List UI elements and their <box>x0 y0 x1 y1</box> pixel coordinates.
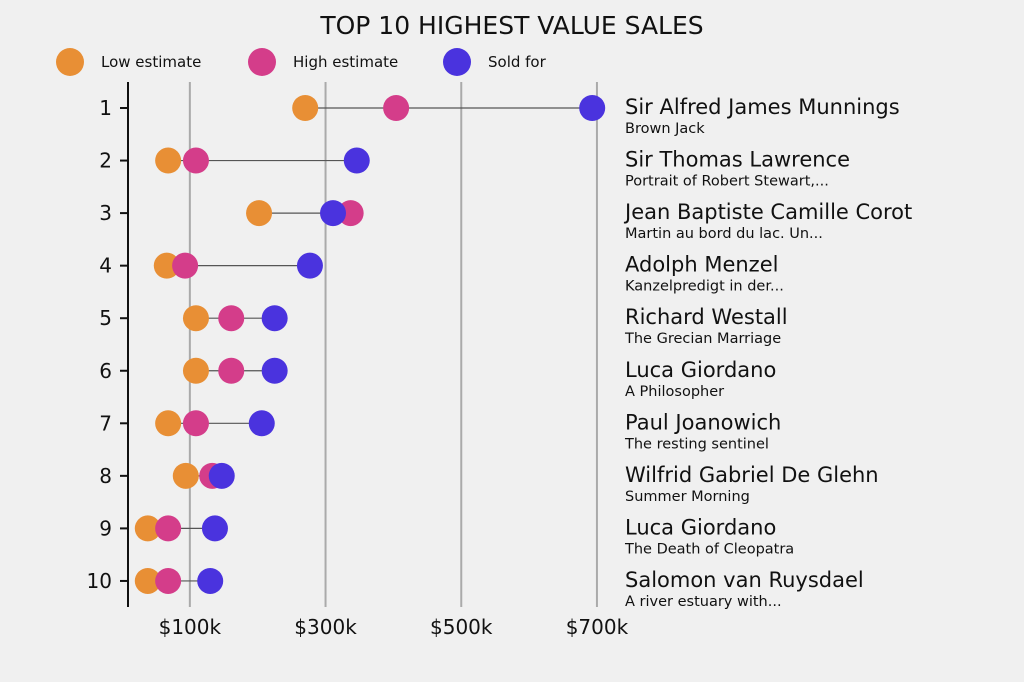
artist-name: Sir Thomas Lawrence <box>625 148 850 172</box>
artist-name: Salomon van Ruysdael <box>625 568 864 592</box>
artwork-title: The resting sentinel <box>624 436 769 452</box>
rows: 1 Sir Alfred James Munnings Brown Jack 2 Sir… <box>87 95 912 610</box>
rank-label: 2 <box>99 149 112 173</box>
rank-label: 3 <box>99 201 112 225</box>
legend-label: Sold for <box>488 53 547 71</box>
legend-marker <box>443 48 471 76</box>
row: 1 Sir Alfred James Munnings Brown Jack <box>99 95 900 137</box>
artwork-title: Martin au bord du lac. Un... <box>625 226 823 242</box>
high-point <box>172 252 199 279</box>
rank-label: 1 <box>99 96 112 120</box>
low-point <box>172 462 199 489</box>
low-point <box>155 410 182 437</box>
rank-label: 7 <box>99 411 112 435</box>
artist-name: Jean Baptiste Camille Corot <box>623 200 912 224</box>
sold-point <box>296 252 323 279</box>
legend: Low estimate High estimate Sold for <box>56 48 547 76</box>
artist-name: Wilfrid Gabriel De Glehn <box>625 463 879 487</box>
artist-name: Luca Giordano <box>625 358 776 382</box>
artwork-title: Summer Morning <box>625 489 750 505</box>
rank-label: 10 <box>87 569 112 593</box>
row: 3 Jean Baptiste Camille Corot Martin au bo… <box>99 200 912 242</box>
low-point <box>134 567 161 594</box>
row: 5 Richard Westall The Grecian Marriage <box>99 305 788 347</box>
rank-label: 5 <box>99 306 112 330</box>
artist-name: Richard Westall <box>625 305 788 329</box>
low-point <box>246 200 273 227</box>
high-point <box>383 95 410 121</box>
high-point <box>218 305 245 332</box>
artwork-title: Portrait of Robert Stewart,... <box>625 174 829 190</box>
x-tick-label: $700k <box>566 615 629 639</box>
artwork-title: The Death of Cleopatra <box>624 541 794 557</box>
low-point <box>153 252 180 279</box>
chart-title: TOP 10 HIGHEST VALUE SALES <box>319 11 703 40</box>
sold-point <box>201 515 228 542</box>
sold-point <box>261 305 288 332</box>
sold-point <box>261 357 288 384</box>
low-point <box>134 515 161 542</box>
high-point <box>218 357 245 384</box>
high-point <box>155 567 182 594</box>
sold-point <box>197 567 224 594</box>
artwork-title: A Philosopher <box>625 384 724 400</box>
high-point <box>155 515 182 542</box>
rank-label: 8 <box>99 464 112 488</box>
legend-label: High estimate <box>293 53 398 71</box>
row: 10 Salomon van Ruysdael A river estuary wi… <box>87 567 864 610</box>
row: 4 Adolph Menzel Kanzelpredigt in der... <box>99 252 784 295</box>
x-tick-label: $500k <box>430 615 493 639</box>
artist-name: Luca Giordano <box>625 515 776 539</box>
rank-label: 4 <box>99 254 112 278</box>
sold-point <box>320 200 347 227</box>
artist-name: Sir Alfred James Munnings <box>625 95 900 119</box>
artwork-title: The Grecian Marriage <box>624 331 781 347</box>
legend-marker <box>248 48 276 76</box>
legend-marker <box>56 48 84 76</box>
sold-point <box>343 147 370 174</box>
artist-name: Paul Joanowich <box>625 410 781 434</box>
sold-point <box>208 462 235 489</box>
artist-name: Adolph Menzel <box>625 253 778 277</box>
x-tick-label: $300k <box>294 615 357 639</box>
row: 9 Luca Giordano The Death of Cleopatra <box>99 515 794 557</box>
artwork-title: Kanzelpredigt in der... <box>625 279 784 295</box>
low-point <box>182 357 209 384</box>
high-point <box>182 410 209 437</box>
legend-label: Low estimate <box>101 53 201 71</box>
artwork-title: A river estuary with... <box>625 594 782 610</box>
grid: $100k $300k $500k $700k <box>159 82 629 639</box>
row: 8 Wilfrid Gabriel De Glehn Summer Morning <box>99 462 879 505</box>
low-point <box>292 95 319 121</box>
sold-point <box>579 95 606 121</box>
row: 6 Luca Giordano A Philosopher <box>99 357 776 400</box>
low-point <box>155 147 182 174</box>
row: 7 Paul Joanowich The resting sentinel <box>99 410 781 452</box>
low-point <box>182 305 209 332</box>
x-tick-label: $100k <box>159 615 222 639</box>
sold-point <box>248 410 275 437</box>
high-point <box>182 147 209 174</box>
rank-label: 6 <box>99 359 112 383</box>
artwork-title: Brown Jack <box>625 121 705 137</box>
row: 2 Sir Thomas Lawrence Portrait of Robert S… <box>99 147 850 190</box>
rank-label: 9 <box>99 516 112 540</box>
